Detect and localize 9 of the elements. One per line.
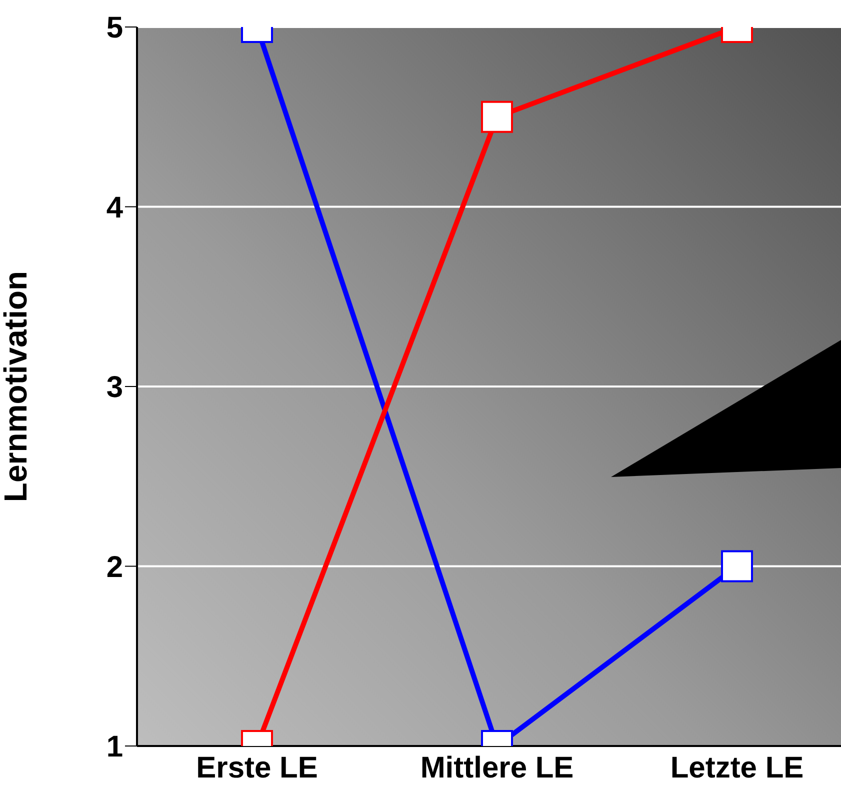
y-tick-label: 5	[106, 12, 123, 45]
y-axis-title: Lernmotivation	[0, 270, 34, 502]
x-tick-label: Mittlere LE	[420, 751, 574, 784]
y-tick-label: 1	[106, 730, 123, 764]
y-tick-label: 2	[106, 550, 123, 584]
x-tick-label: Letzte LE	[670, 751, 804, 784]
y-tick-label: 4	[106, 191, 124, 224]
y-tick-label: 3	[106, 371, 123, 404]
x-tick-label: Erste LE	[196, 751, 318, 784]
